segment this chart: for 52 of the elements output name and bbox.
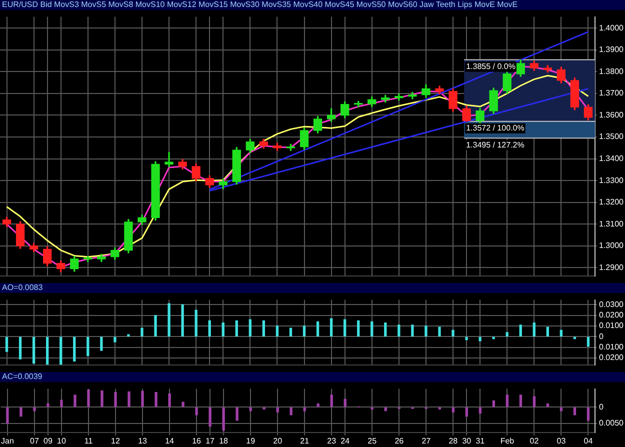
x-tick-label: 03 bbox=[556, 436, 566, 446]
ref-line-label: 1.3572 / 100.0% bbox=[466, 124, 524, 133]
x-tick-label: 04 bbox=[584, 436, 594, 446]
chart-title: EUR/USD Bid MovS3 MovS5 MovS8 MovS10 MovS12 MovS15 MovS30 MovS35 MovS40 MovS45 MovS50 MovS60 Jaw Teeth Lips MovE MovE bbox=[0, 0, 625, 10]
x-tick-label: 20 bbox=[273, 436, 283, 446]
y-tick-label: 1.3800 bbox=[599, 66, 624, 76]
y-tick-label: 1.3000 bbox=[599, 241, 624, 250]
x-tick-label: 27 bbox=[422, 436, 432, 446]
chart-title: AO=0.0083 bbox=[0, 283, 625, 293]
x-tick-label: Feb bbox=[500, 436, 515, 446]
y-tick-label: 0.0100 bbox=[599, 321, 624, 330]
x-tick-label: 16 bbox=[192, 436, 202, 446]
x-tick-label: 07 bbox=[30, 436, 40, 446]
x-tick-label: 31 bbox=[476, 436, 486, 446]
x-tick-label: 28 bbox=[448, 436, 458, 446]
x-tick-label: 18 bbox=[219, 436, 229, 446]
x-tick-label: Jan bbox=[0, 436, 14, 446]
x-tick-label: 02 bbox=[530, 436, 540, 446]
y-tick-label: 0 bbox=[599, 402, 604, 412]
y-tick-label: 1.3300 bbox=[599, 176, 624, 185]
x-tick-label: 24 bbox=[340, 436, 350, 446]
x-tick-label: 19 bbox=[246, 436, 256, 446]
y-tick-label: 1.3200 bbox=[599, 198, 624, 207]
y-tick-label: 1.3100 bbox=[599, 219, 624, 228]
ref-line-label: 1.3855 / 0.0% bbox=[466, 62, 516, 71]
x-tick-label: 13 bbox=[138, 436, 148, 446]
y-tick-label: 0.0200 bbox=[599, 353, 624, 362]
x-tick-label: 14 bbox=[165, 436, 175, 446]
x-tick-label: 12 bbox=[111, 436, 120, 446]
chart-title: AC=0.0039 bbox=[0, 372, 625, 382]
y-tick-label: 1.3900 bbox=[599, 45, 624, 54]
x-tick-label: 25 bbox=[368, 436, 378, 446]
y-tick-label: 0.0300 bbox=[599, 300, 624, 309]
y-tick-label: 1.3400 bbox=[599, 154, 624, 164]
y-tick-label: 1.2900 bbox=[599, 262, 624, 272]
x-tick-label: 30 bbox=[462, 436, 472, 446]
y-tick-label: 1.3600 bbox=[599, 110, 624, 120]
y-tick-label: 1.4000 bbox=[599, 23, 624, 32]
x-tick-label: 21 bbox=[300, 436, 310, 446]
x-tick-label: 17 bbox=[206, 436, 216, 446]
y-tick-label: 1.3700 bbox=[599, 88, 624, 98]
y-tick-label: 0.0200 bbox=[599, 310, 624, 320]
x-tick-label: 10 bbox=[57, 436, 66, 446]
x-tick-label: 09 bbox=[44, 436, 53, 446]
x-tick-label: 26 bbox=[394, 436, 404, 446]
y-tick-label: 0 bbox=[599, 332, 604, 341]
y-tick-label: 0.0100 bbox=[599, 342, 624, 352]
y-tick-label: 0.0050 bbox=[599, 418, 624, 428]
x-tick-label: 23 bbox=[327, 436, 337, 446]
y-tick-label: 1.3500 bbox=[599, 132, 624, 142]
x-tick-label: 11 bbox=[84, 436, 94, 446]
ref-line-label: 1.3495 / 127.2% bbox=[466, 140, 524, 150]
